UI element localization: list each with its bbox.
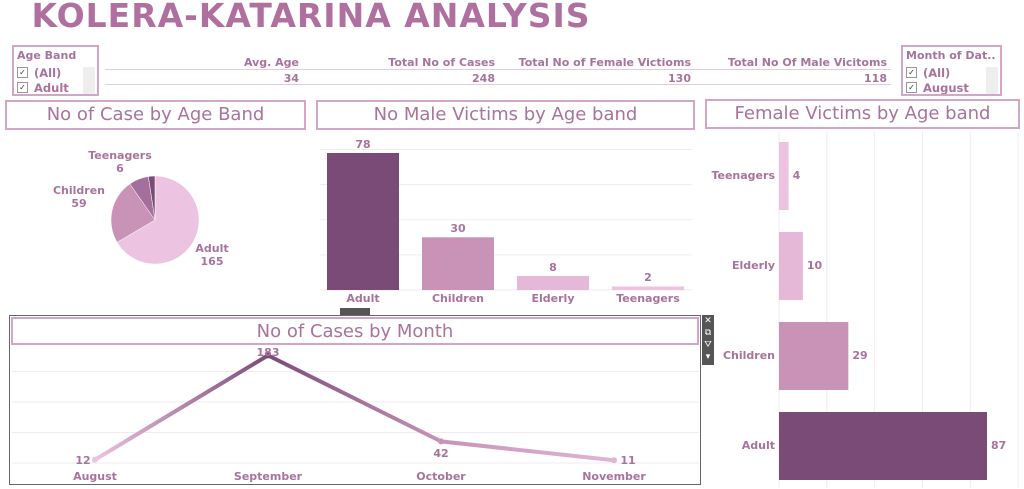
kpi-male-victims: Total No Of Male Vicitoms 118 <box>700 56 887 85</box>
female-axis-label: Elderly <box>732 259 775 272</box>
pie-label: Children <box>52 184 106 197</box>
line-point-september <box>265 352 271 359</box>
male-bar-elderly <box>517 275 589 290</box>
kpi-label: Total No of Cases <box>388 56 495 69</box>
male-bar-value: 8 <box>549 260 557 274</box>
pie-slice-children <box>110 183 156 243</box>
option-label: (All) <box>923 65 951 80</box>
line-point-august <box>92 456 98 463</box>
month-filter-title: Month of Dat.. <box>906 49 996 62</box>
line-value: 12 <box>75 453 91 467</box>
line-chart-panel[interactable] <box>9 315 701 485</box>
line-axis-label: October <box>416 470 466 483</box>
scrollbar[interactable] <box>83 67 95 94</box>
kpi-value: 34 <box>283 72 299 85</box>
pie-chart-title: No of Case by Age Band <box>5 100 306 130</box>
female-bar-value: 4 <box>792 169 801 182</box>
female-bar-adult <box>779 412 987 480</box>
checkbox-icon[interactable]: ✓ <box>17 82 28 93</box>
male-bar-value: 30 <box>450 222 466 236</box>
option-label: Adult <box>34 80 69 95</box>
line-segment <box>93 353 270 462</box>
option-label: (All) <box>34 65 62 80</box>
checkbox-icon[interactable]: ✓ <box>906 82 917 93</box>
male-axis-label: Children <box>431 292 485 305</box>
female-bar-teenagers <box>779 142 789 210</box>
male-chart-title: No Male Victims by Age band <box>316 100 695 130</box>
popout-icon[interactable]: ⧉ <box>704 328 712 338</box>
line-chart-title: No of Cases by Month <box>11 317 699 345</box>
female-bar-value: 10 <box>806 259 823 272</box>
male-bar-adult <box>327 153 399 290</box>
age-band-filter-title: Age Band <box>17 49 77 62</box>
kpi-label: Total No of Female Victioms <box>518 56 691 69</box>
pie-value: 165 <box>200 255 224 268</box>
close-icon[interactable]: ✕ <box>704 316 712 326</box>
male-axis-label: Elderly <box>531 292 575 305</box>
line-value: 183 <box>256 346 280 360</box>
pie-value: 59 <box>71 197 87 210</box>
month-option-all[interactable]: ✓ (All) <box>906 65 997 80</box>
line-axis-label: November <box>582 470 646 483</box>
age-band-option-adult[interactable]: ✓ Adult <box>17 80 94 95</box>
checkbox-icon[interactable]: ✓ <box>17 67 28 78</box>
female-bar-value: 87 <box>991 439 1007 452</box>
female-axis-label: Adult <box>741 439 775 452</box>
line-segment <box>439 439 616 463</box>
kpi-label: Total No Of Male Vicitoms <box>727 56 887 69</box>
male-axis-label: Teenagers <box>616 292 680 305</box>
checkbox-icon[interactable]: ✓ <box>906 67 917 78</box>
kpi-divider <box>105 69 891 70</box>
month-option-august[interactable]: ✓ August <box>906 80 997 95</box>
age-band-option-all[interactable]: ✓ (All) <box>17 65 94 80</box>
pie-label: Adult <box>195 242 229 255</box>
female-axis-label: Children <box>722 349 775 362</box>
pie-value: 6 <box>116 162 124 175</box>
line-point-november <box>611 457 617 464</box>
option-label: August <box>923 80 969 95</box>
month-filter[interactable]: Month of Dat.. ✓ (All) ✓ August <box>901 45 1002 96</box>
worksheet-toolbar: ✕ ⧉ ⛛ ▾ <box>702 315 714 365</box>
female-axis-label: Teenagers <box>711 169 775 182</box>
kpi-female-victims: Total No of Female Victioms 130 <box>505 56 691 85</box>
kpi-value: 118 <box>864 72 887 85</box>
male-bar-teenagers <box>612 286 684 290</box>
line-value: 42 <box>433 447 449 461</box>
scrollbar[interactable] <box>986 67 998 94</box>
line-point-october <box>438 438 444 445</box>
kpi-divider <box>105 84 891 85</box>
dashboard-title: KOLERA-KATARINA ANALYSIS <box>31 0 591 35</box>
kpi-value: 130 <box>668 72 691 85</box>
line-axis-label: September <box>233 470 303 483</box>
female-chart-title: Female Victims by Age band <box>705 99 1020 129</box>
male-axis-label: Adult <box>346 292 380 305</box>
female-bar-elderly <box>779 232 803 300</box>
drag-handle[interactable] <box>340 308 370 315</box>
line-axis-label: August <box>73 470 117 483</box>
male-bar-value: 78 <box>355 138 371 151</box>
kpi-avg-age: Avg. Age 34 <box>150 56 299 85</box>
age-band-filter[interactable]: Age Band ✓ (All) ✓ Adult <box>12 45 99 96</box>
kpi-total-cases: Total No of Cases 248 <box>320 56 495 85</box>
male-bar-children <box>422 237 494 290</box>
female-bar-children <box>779 322 849 390</box>
line-value: 11 <box>620 454 636 468</box>
female-bar-value: 29 <box>852 349 868 362</box>
menu-caret-icon[interactable]: ▾ <box>705 352 711 362</box>
kpi-value: 248 <box>472 72 495 85</box>
pie-label: Teenagers <box>88 149 152 162</box>
male-bar-value: 2 <box>644 271 652 285</box>
pie-slice-adult <box>116 175 200 265</box>
pie-slice-teenagers <box>148 175 156 221</box>
kpi-label: Avg. Age <box>243 56 299 69</box>
line-segment <box>266 353 443 444</box>
filter-icon[interactable]: ⛛ <box>704 340 712 350</box>
